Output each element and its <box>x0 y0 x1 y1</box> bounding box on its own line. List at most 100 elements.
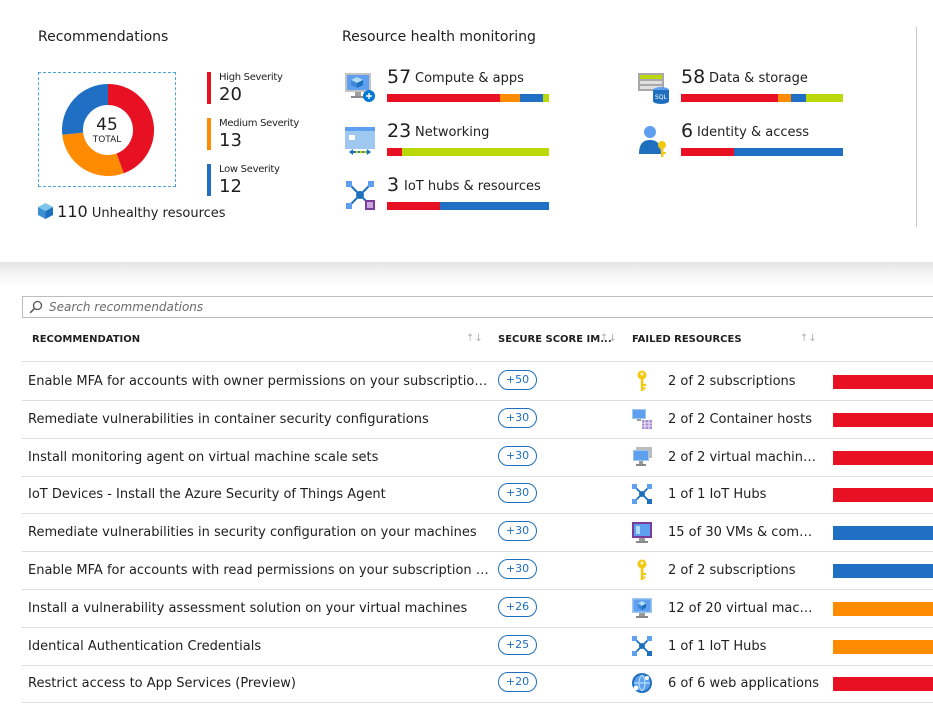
secure-score-impact: +30 <box>498 445 537 466</box>
row-divider <box>22 589 933 590</box>
severity-bar <box>833 450 933 465</box>
bar-segment <box>805 94 843 102</box>
low-severity-count: 12 <box>219 176 242 197</box>
recommendation-name[interactable]: IoT Devices - Install the Azure Security… <box>28 487 386 503</box>
failed-resources: 2 of 2 virtual machine scale sets <box>668 449 820 465</box>
donut-slice-medium-severity[interactable] <box>62 131 124 176</box>
failed-resources: 6 of 6 web applications <box>668 676 819 692</box>
table-row[interactable]: Restrict access to App Services (Preview… <box>0 665 933 703</box>
severity-bar <box>833 639 933 654</box>
medium-severity-bar <box>207 118 211 150</box>
high-severity-bar <box>207 72 211 104</box>
bar-segment <box>401 148 549 156</box>
unhealthy-count: 110 <box>57 202 88 221</box>
iot-hubs-icon <box>346 181 375 210</box>
search-box[interactable]: Search recommendations <box>22 296 933 318</box>
row-divider <box>22 437 933 439</box>
low-severity-label: Low Severity <box>219 164 280 175</box>
donut-svg <box>62 84 154 176</box>
sort-recommendation-icon[interactable]: ↑↓ <box>466 333 483 344</box>
medium-severity-label: Medium Severity <box>219 118 299 129</box>
sort-failed-resources-icon[interactable]: ↑↓ <box>800 333 817 344</box>
bar-segment <box>500 94 520 102</box>
unhealthy-resources[interactable]: 110 Unhealthy resources <box>38 202 226 221</box>
recommendation-name[interactable]: Enable MFA for accounts with owner permi… <box>28 374 493 389</box>
secure-score-impact: +30 <box>498 559 537 579</box>
secure-score-impact: +30 <box>498 521 537 542</box>
table-row[interactable]: Install monitoring agent on virtual mach… <box>0 439 933 477</box>
recommendation-name[interactable]: Enable MFA for accounts with read permis… <box>28 563 493 578</box>
search-icon <box>29 300 43 314</box>
high-severity-label: High Severity <box>219 72 283 83</box>
failed-resources: 1 of 1 IoT Hubs <box>668 638 767 654</box>
table-row[interactable]: Remediate vulnerabilities in security co… <box>0 514 933 552</box>
failed-resources: 1 of 1 IoT Hubs <box>668 487 767 503</box>
recommendation-name[interactable]: Restrict access to App Services (Preview… <box>28 676 296 692</box>
severity-bar <box>833 526 933 541</box>
bar-segment <box>791 94 806 102</box>
table-row[interactable]: Enable MFA for accounts with read permis… <box>0 552 933 590</box>
bar-segment <box>542 94 549 102</box>
networking-bar <box>387 148 549 156</box>
severity-bar <box>833 564 933 578</box>
table-row[interactable]: Identical Authentication Credentials +25 1… <box>0 628 933 666</box>
bar-segment <box>440 202 549 210</box>
severity-bar <box>833 412 933 427</box>
table-row[interactable]: IoT Devices - Install the Azure Security… <box>0 476 933 514</box>
low-severity-bar <box>207 164 211 196</box>
secure-score-impact: +30 <box>498 483 537 504</box>
sort-secure-score-icon[interactable]: ↑↓ <box>600 333 617 344</box>
identity-access-icon <box>639 126 666 157</box>
bar-segment <box>387 148 402 156</box>
donut-slice-high-severity[interactable] <box>107 84 154 174</box>
bar-segment <box>778 94 792 102</box>
bar-segment <box>519 94 543 102</box>
column-header-recommendation[interactable]: RECOMMENDATION <box>32 334 141 345</box>
svg-text:SQL: SQL <box>655 94 668 101</box>
failed-resources: 12 of 20 virtual machines <box>668 600 820 616</box>
column-header-secure-score[interactable]: SECURE SCORE IM... <box>498 334 612 345</box>
section-separator <box>0 262 933 288</box>
recommendation-name[interactable]: Remediate vulnerabilities in container s… <box>28 411 429 427</box>
recommendation-name[interactable]: Install a vulnerability assessment solut… <box>28 600 468 616</box>
recommendation-name[interactable]: Install monitoring agent on virtual mach… <box>28 449 379 465</box>
severity-bar <box>833 488 933 503</box>
data-storage-icon: SQL <box>638 73 669 104</box>
unhealthy-label: Unhealthy resources <box>91 206 226 221</box>
identity-access-count: 6 <box>681 120 694 142</box>
vm-scale-set-icon <box>633 446 652 466</box>
secure-score-impact: +30 <box>498 407 537 428</box>
column-header-failed-resources[interactable]: FAILED RESOURCES <box>632 334 742 345</box>
severity-bar <box>833 375 933 389</box>
iot-hubs-count: 3 <box>387 174 400 196</box>
high-severity-count: 20 <box>219 84 242 105</box>
row-divider <box>22 702 933 704</box>
secure-score-impact: +26 <box>498 596 537 617</box>
overview-panel: Recommendations 45 TOTAL High Severity 2… <box>0 0 933 262</box>
failed-resources: 2 of 2 Container hosts <box>668 411 812 427</box>
compute-apps-bar <box>387 94 549 102</box>
networking-count: 23 <box>387 120 412 142</box>
donut-slice-low-severity[interactable] <box>62 84 109 135</box>
data-storage-count: 58 <box>681 66 706 88</box>
recommendations-donut-chart[interactable] <box>38 72 176 187</box>
networking-label: Networking <box>415 125 490 140</box>
secure-score-impact: +25 <box>498 634 537 655</box>
bar-segment <box>681 148 735 156</box>
secure-score-impact: +50 <box>498 370 537 390</box>
bar-segment <box>681 94 779 102</box>
bar-segment <box>387 202 441 210</box>
donut-total-count: 45 <box>96 115 118 135</box>
table-row[interactable]: Install a vulnerability assessment solut… <box>0 590 933 628</box>
secure-score-impact: +20 <box>498 672 537 693</box>
recommendation-name[interactable]: Remediate vulnerabilities in security co… <box>28 525 477 541</box>
table-row[interactable]: Remediate vulnerabilities in container s… <box>0 401 933 439</box>
failed-resources: 15 of 30 VMs & computers <box>668 525 820 541</box>
search-input[interactable]: Search recommendations <box>49 300 204 314</box>
networking-icon <box>345 127 375 155</box>
container-hosts-icon <box>632 408 652 429</box>
data-storage-label: Data & storage <box>709 71 808 86</box>
recommendation-name[interactable]: Identical Authentication Credentials <box>28 638 262 654</box>
table-row[interactable]: Enable MFA for accounts with owner permi… <box>0 363 933 401</box>
bar-segment <box>387 94 501 102</box>
